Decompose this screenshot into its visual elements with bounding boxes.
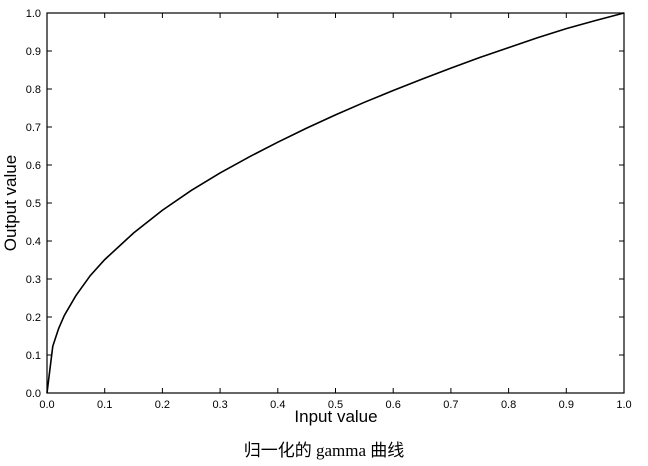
x-tick-label: 0.2 bbox=[155, 399, 170, 411]
y-tick-label: 0.8 bbox=[26, 84, 41, 96]
x-tick-label: 0.5 bbox=[328, 399, 343, 411]
y-axis-title: Output value bbox=[1, 155, 20, 251]
x-tick-label: 1.0 bbox=[616, 399, 631, 411]
y-tick-label: 0.5 bbox=[26, 198, 41, 210]
x-tick-label: 0.4 bbox=[270, 399, 285, 411]
figure-caption: 归一化的 gamma 曲线 bbox=[243, 441, 405, 460]
y-tick-label: 0.6 bbox=[26, 160, 41, 172]
y-tick-label: 0.3 bbox=[26, 274, 41, 286]
x-tick-label: 0.7 bbox=[443, 399, 458, 411]
y-axis-ticks: 0.0 0.1 0.2 0.3 0.4 0.5 0.6 0.7 0.8 0.9 1.0 bbox=[26, 8, 624, 400]
x-axis-title: Input value bbox=[294, 407, 377, 426]
x-tick-label: 0.9 bbox=[559, 399, 574, 411]
y-tick-label: 0.9 bbox=[26, 46, 41, 58]
gamma-chart: 0.0 0.1 0.2 0.3 0.4 0.5 0.6 0.7 0.8 0.9 1.0 0.0 0.1… bbox=[1, 8, 632, 426]
x-tick-label: 0.8 bbox=[501, 399, 516, 411]
plot-frame bbox=[46, 12, 625, 394]
y-tick-label: 0.4 bbox=[26, 236, 41, 248]
y-tick-label: 1.0 bbox=[26, 8, 41, 20]
x-axis-ticks: 0.0 0.1 0.2 0.3 0.4 0.5 0.6 0.7 0.8 0.9 1.0 bbox=[39, 13, 632, 411]
x-tick-label: 0.3 bbox=[212, 399, 227, 411]
y-tick-label: 0.7 bbox=[26, 122, 41, 134]
y-tick-label: 0.2 bbox=[26, 312, 41, 324]
x-tick-label: 0.6 bbox=[386, 399, 401, 411]
x-tick-label: 0.0 bbox=[39, 399, 54, 411]
y-tick-label: 0.1 bbox=[26, 350, 41, 362]
x-tick-label: 0.1 bbox=[97, 399, 112, 411]
gamma-curve-line bbox=[46, 12, 625, 394]
y-tick-label: 0.0 bbox=[26, 388, 41, 400]
